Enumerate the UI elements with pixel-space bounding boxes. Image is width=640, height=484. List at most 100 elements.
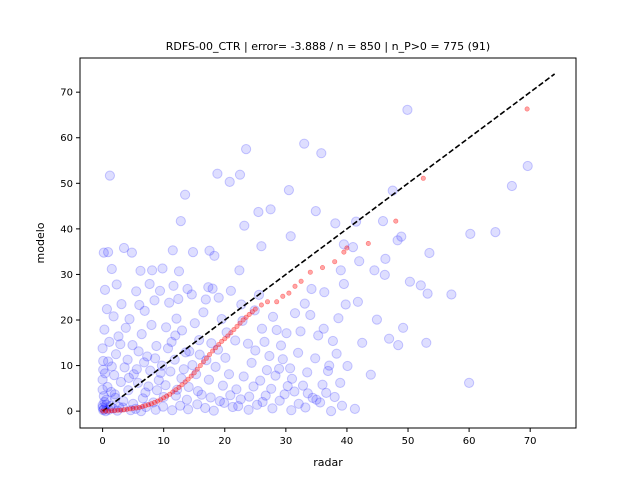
- blue-point-233: [133, 346, 144, 357]
- blue-point-83: [333, 313, 344, 324]
- red-point-40: [222, 336, 228, 342]
- blue-point-79: [335, 265, 346, 276]
- blue-point-29: [265, 204, 276, 215]
- blue-point-41: [402, 104, 413, 116]
- blue-point-90: [256, 323, 268, 334]
- red-point-21: [164, 393, 170, 399]
- x-tick-label-60: 60: [463, 436, 476, 447]
- y-tick-label-0: 0: [67, 407, 73, 418]
- red-point-60: [332, 259, 338, 265]
- blue-point-227: [169, 354, 180, 365]
- blue-point-126: [142, 351, 153, 362]
- blue-point-153: [322, 365, 334, 377]
- red-point-39: [219, 338, 225, 344]
- blue-point-178: [109, 389, 120, 400]
- blue-point-92: [249, 305, 260, 316]
- y-tick-label-20: 20: [60, 316, 73, 327]
- blue-point-70: [282, 381, 293, 392]
- blue-point-15: [173, 266, 185, 277]
- blue-point-248: [106, 386, 117, 398]
- blue-point-263: [270, 370, 281, 381]
- blue-point-13: [147, 265, 158, 276]
- blue-point-224: [187, 360, 198, 371]
- x-tick-label-50: 50: [402, 436, 415, 447]
- red-point-20: [161, 395, 167, 401]
- blue-point-194: [167, 405, 178, 416]
- blue-point-64: [324, 360, 335, 371]
- red-point-66: [524, 106, 530, 112]
- red-point-10: [130, 405, 136, 411]
- blue-point-95: [225, 285, 236, 296]
- red-point-31: [194, 366, 200, 372]
- blue-point-122: [122, 354, 133, 365]
- red-point-41: [225, 333, 231, 339]
- blue-point-186: [112, 405, 123, 416]
- blue-point-53: [506, 180, 517, 192]
- y-axis-label: modelo: [34, 222, 47, 263]
- x-tick-label-30: 30: [279, 436, 292, 447]
- blue-point-22: [212, 168, 223, 179]
- red-point-65: [420, 175, 426, 181]
- blue-point-132: [171, 313, 182, 324]
- blue-point-234: [128, 369, 139, 380]
- chart-title: RDFS-00_CTR | error= -3.888 / n = 850 | …: [166, 40, 490, 53]
- blue-point-264: [279, 389, 290, 400]
- blue-point-94: [234, 265, 245, 276]
- blue-point-172: [137, 393, 148, 404]
- red-point-38: [216, 342, 222, 348]
- red-point-54: [280, 293, 286, 299]
- red-point-46: [240, 317, 246, 323]
- blue-point-123: [127, 340, 138, 351]
- blue-point-163: [191, 369, 202, 380]
- blue-point-253: [170, 390, 181, 401]
- blue-point-19: [187, 247, 199, 258]
- blue-point-269: [170, 330, 181, 341]
- blue-point-236: [119, 362, 130, 373]
- blue-point-1: [98, 247, 109, 258]
- y-tick-label-10: 10: [60, 361, 73, 372]
- red-point-61: [341, 249, 347, 255]
- blue-point-239: [103, 356, 114, 367]
- blue-point-75: [299, 298, 310, 309]
- blue-point-213: [336, 400, 348, 411]
- blue-point-144: [250, 345, 261, 356]
- blue-point-128: [151, 340, 162, 352]
- blue-point-215: [238, 371, 249, 382]
- blue-point-140: [221, 327, 232, 338]
- blue-point-208: [286, 405, 297, 416]
- blue-point-197: [192, 399, 203, 410]
- red-point-49: [249, 309, 255, 315]
- red-point-51: [258, 302, 264, 308]
- red-point-58: [307, 269, 313, 275]
- blue-point-118: [102, 381, 113, 393]
- blue-point-84: [318, 323, 329, 334]
- blue-point-54: [522, 160, 533, 172]
- x-axis: 0 10 20 30 40 50 60 70: [99, 428, 537, 447]
- blue-point-32: [299, 138, 310, 149]
- blue-point-76: [306, 283, 317, 295]
- blue-point-104: [164, 297, 175, 308]
- blue-point-100: [186, 289, 197, 300]
- blue-point-223: [194, 349, 205, 360]
- blue-point-58: [365, 369, 376, 380]
- blue-point-200: [219, 397, 230, 408]
- blue-point-131: [166, 336, 177, 347]
- blue-point-82: [340, 299, 351, 310]
- y-tick-label-70: 70: [60, 88, 73, 99]
- red-point-16: [149, 401, 155, 407]
- red-point-47: [243, 314, 249, 320]
- blue-point-67: [302, 388, 313, 399]
- blue-point-173: [132, 377, 144, 388]
- blue-point-105: [154, 285, 166, 296]
- blue-point-99: [198, 307, 209, 318]
- blue-point-165: [178, 364, 189, 375]
- blue-point-141: [230, 335, 241, 346]
- blue-point-175: [123, 385, 134, 396]
- red-point-30: [191, 370, 197, 376]
- blue-point-3: [118, 242, 130, 254]
- blue-point-7: [99, 284, 111, 295]
- blue-point-73: [289, 308, 301, 319]
- blue-point-151: [285, 363, 296, 374]
- blue-point-2: [103, 247, 114, 258]
- blue-point-96: [213, 292, 224, 303]
